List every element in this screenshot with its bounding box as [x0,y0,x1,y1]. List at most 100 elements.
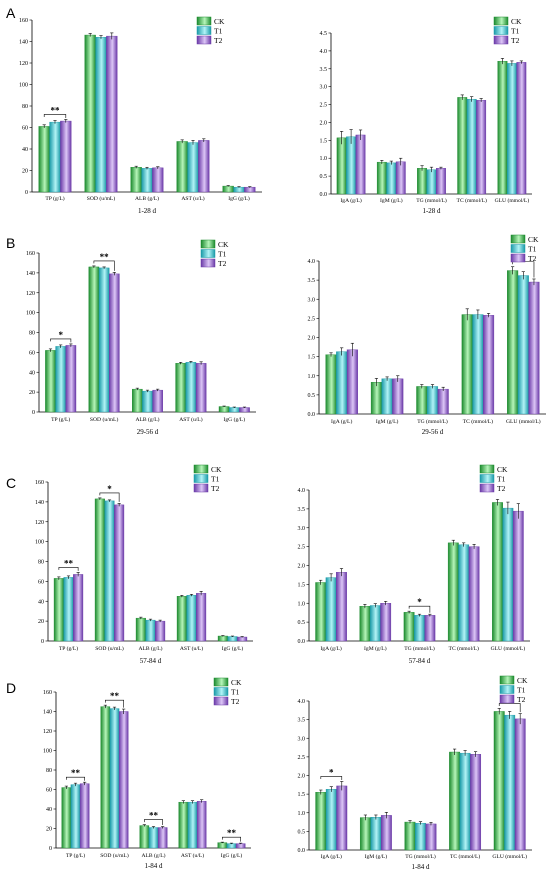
bar-ck [359,606,371,642]
y-tick-label: 140 [35,500,44,506]
x-tick-label: ALB (g/L) [135,416,159,423]
x-axis-label: 1-84 d [144,862,163,870]
y-tick-label: 1.5 [298,792,306,798]
bar-t1 [141,168,153,193]
bar-t1 [187,142,199,193]
legend-label-t1: T1 [497,474,506,483]
y-tick-label: 1.5 [320,138,328,144]
y-tick-label: 2.0 [320,120,328,126]
bar-t2 [195,363,207,413]
bar-t2 [436,168,446,195]
bar-ck [38,126,50,193]
y-tick-label: 60 [29,350,35,356]
bar-t2 [239,407,250,413]
bar-t2 [235,843,246,849]
y-tick-label: 120 [19,61,28,67]
legend-label-t2: T2 [211,484,220,493]
bar-t2 [237,636,248,642]
bar-t2 [514,718,526,851]
x-axis-label: 1-84 d [411,863,430,871]
y-tick-label: 0 [41,639,44,645]
legend-label-t1: T1 [517,685,526,694]
bar-t1 [414,615,425,642]
significance-bracket [222,836,241,842]
bar-t2 [79,783,90,849]
bar-ck [376,161,387,195]
bar-t1 [426,386,439,415]
bar-ck [88,266,100,413]
y-tick-label: 1.0 [320,156,328,162]
bar-ck [53,578,64,642]
y-tick-label: 160 [19,18,28,24]
significance-marker: ** [51,105,61,115]
bar-t2 [198,140,210,193]
bar-t2 [516,62,527,195]
bar-t2 [380,815,392,851]
x-tick-label: GLU (mmol/L) [495,197,530,204]
bar-ck [370,382,382,415]
chart-b-right: 0.0 0.5 1.0 1.5 2.0 2.5 3.0 3.5 4.0 IgA (g/L) IgM … [308,234,546,436]
panel-label-a: A [6,5,16,21]
y-tick-label: 0 [32,410,35,416]
legend-label-t1: T1 [528,244,537,253]
y-tick-label: 3.0 [308,297,316,303]
y-tick-label: 140 [19,40,28,46]
x-tick-label: IgM (g/L) [365,853,388,860]
x-tick-label: IgA (g/L) [331,418,352,425]
bar-t2 [114,504,125,642]
y-tick-label: 1.5 [298,582,306,588]
x-tick-label: IgM (g/L) [376,418,399,425]
bar-ck [217,635,228,642]
bar-ck [403,612,415,642]
bar-ck [507,270,519,415]
legend-label-ck: CK [211,465,222,474]
significance-marker: * [58,330,63,340]
y-tick-label: 100 [35,540,44,546]
x-tick-label: GLU (mmol/L) [492,853,527,860]
bar-ck [315,582,327,642]
y-tick-label: 2.5 [298,755,306,761]
legend-swatch-ck [193,464,209,474]
y-tick-label: 0.5 [320,174,328,180]
bar-ck [132,388,143,413]
y-tick-label: 80 [38,560,44,566]
x-tick-label: SOD (u/mL) [95,645,124,652]
bar-t1 [55,346,66,413]
y-tick-label: 0.5 [298,829,306,835]
y-tick-label: 0 [49,846,52,852]
x-tick-label: TP (g/L) [66,852,85,859]
x-tick-label: TC (mmol/L) [449,645,479,652]
bar-t1 [336,351,348,415]
bar-t1 [109,708,120,849]
legend-swatch-t2 [213,696,229,706]
legend-swatch-t1 [193,474,209,483]
y-tick-label: 100 [19,83,28,89]
legend-swatch-t1 [493,26,509,35]
y-tick-label: 0.0 [308,412,316,418]
bar-ck [336,137,347,195]
bar-t1 [504,714,516,851]
x-tick-label: IgM (g/L) [364,645,387,652]
y-tick-label: 20 [38,619,44,625]
legend-label-t1: T1 [511,26,520,35]
bar-ck [222,185,234,193]
legend-swatch-t2 [479,483,495,493]
bar-t2 [336,785,348,851]
legend-label-ck: CK [497,465,508,474]
bar-t2 [528,281,540,415]
legend-label-t2: T2 [497,484,506,493]
bar-ck [416,386,428,415]
bar-t1 [185,362,197,413]
panel-label-b: B [6,235,15,251]
legend-label-t1: T1 [214,26,223,35]
bar-t1 [459,752,471,851]
chart-c-right: 0.0 0.5 1.0 1.5 2.0 2.5 3.0 3.5 4.0 IgA (g/L) IgM … [298,464,530,665]
bar-t1 [370,817,382,851]
chart-a-left: 0 20 40 60 80 100 120 140 160 TP (g/L) ** SOD (u/mL… [19,16,262,215]
y-tick-label: 120 [26,291,35,297]
x-tick-label: SOD (u/mL) [100,852,129,859]
